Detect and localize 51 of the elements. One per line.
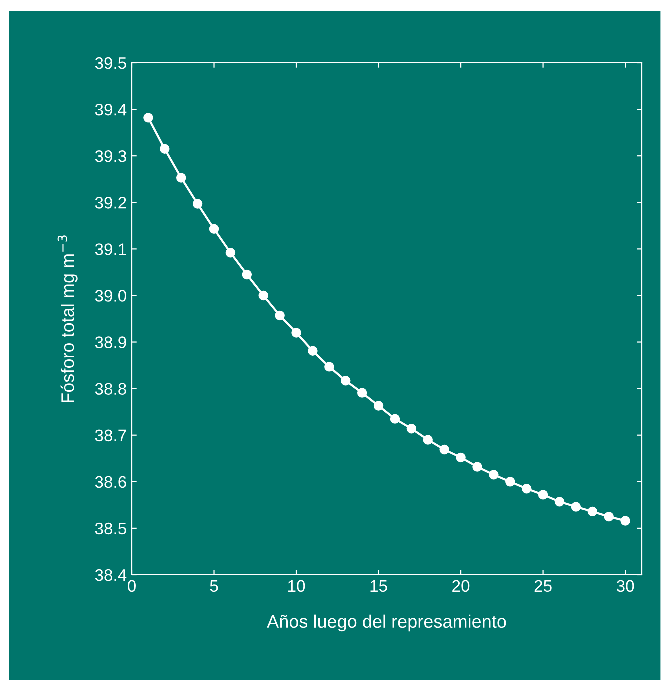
x-axis-title: Años luego del represamiento — [267, 614, 506, 632]
point — [472, 462, 482, 472]
point — [406, 424, 417, 434]
point — [226, 248, 236, 258]
point — [440, 444, 450, 455]
point — [522, 484, 532, 494]
point — [144, 113, 154, 123]
x-tick-label: 20 — [452, 580, 470, 592]
y-axis-title: Fósforo total mg m$^{−3}$ — [58, 236, 78, 402]
x-tick-label: 25 — [534, 580, 552, 592]
point — [489, 470, 499, 480]
y-tick-label: 39.1 — [95, 244, 126, 256]
point — [374, 401, 384, 411]
point — [275, 310, 285, 321]
point — [209, 224, 220, 234]
point — [308, 346, 318, 356]
point — [258, 290, 268, 301]
point — [324, 362, 334, 372]
point — [588, 506, 598, 517]
y-tick-label: 38.7 — [95, 430, 126, 442]
x-tick-label: 15 — [370, 580, 388, 592]
x-tick-label: 0 — [128, 580, 136, 592]
x-tick-label: 30 — [616, 580, 634, 592]
y-tick-label: 38.4 — [95, 569, 127, 582]
point — [423, 435, 433, 445]
point — [538, 490, 548, 500]
point — [390, 414, 400, 424]
point — [571, 502, 582, 512]
y-tick-label: 39.2 — [95, 197, 126, 209]
point — [341, 376, 351, 386]
point — [160, 144, 170, 154]
y-tick-label: 38.8 — [95, 383, 126, 396]
point — [292, 328, 302, 338]
x-tick-label: 5 — [210, 580, 218, 592]
point — [176, 173, 186, 183]
y-tick-label: 38.6 — [95, 476, 126, 488]
point — [242, 270, 252, 280]
y-tick-label: 39.3 — [95, 150, 126, 162]
point — [554, 497, 565, 507]
point — [192, 199, 203, 209]
point — [506, 477, 516, 487]
point — [620, 516, 630, 526]
y-tick-label: 38.5 — [95, 522, 126, 535]
point — [604, 512, 614, 522]
x-tick-label: 10 — [288, 580, 306, 592]
point — [456, 452, 466, 463]
y-tick-label: 39.4 — [95, 104, 127, 116]
point — [357, 388, 368, 398]
y-tick-label: 39.5 — [95, 57, 126, 70]
y-tick-label: 38.9 — [95, 336, 126, 348]
y-tick-label: 39.0 — [95, 290, 126, 302]
